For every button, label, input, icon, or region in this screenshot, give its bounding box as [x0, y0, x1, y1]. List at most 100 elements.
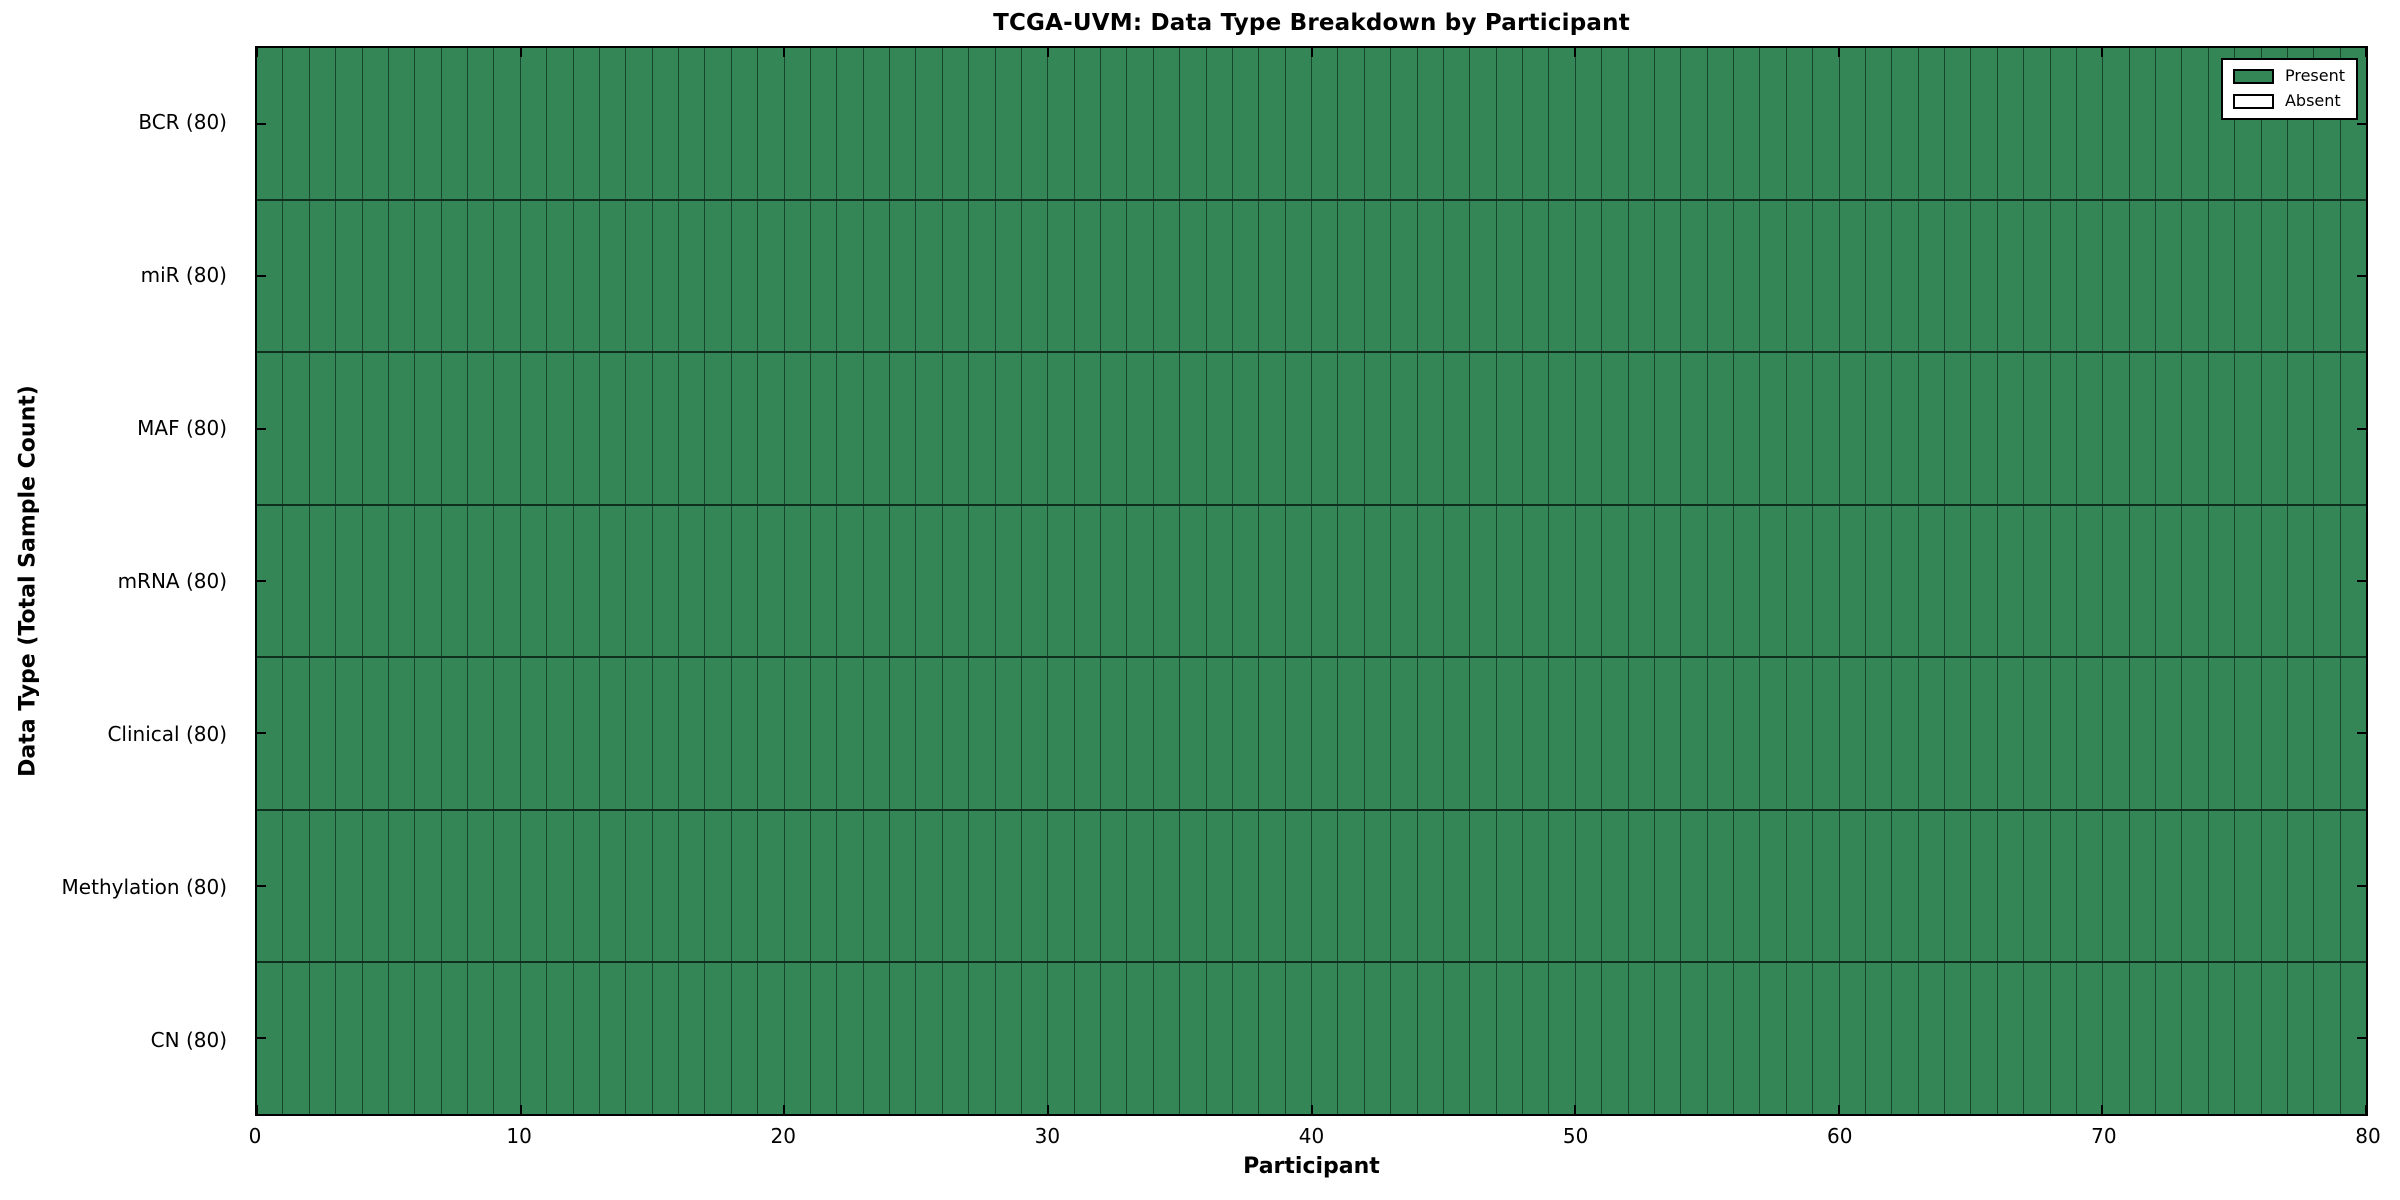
heatmap-cell-present	[1523, 658, 1550, 809]
heatmap-cell-present	[890, 963, 917, 1115]
x-axis-label: Participant	[1243, 1154, 1380, 1179]
heatmap-cell-present	[336, 963, 363, 1115]
heatmap-cell-present	[1153, 505, 1181, 657]
heatmap-cell-present	[1654, 48, 1682, 199]
heatmap-cell-present	[388, 963, 416, 1115]
heatmap-cell-present	[1048, 505, 1075, 657]
heatmap-cell-present	[1364, 963, 1392, 1115]
heatmap-cell-present	[1496, 353, 1523, 504]
heatmap-cell-present	[758, 658, 785, 809]
heatmap-cell-present	[1180, 658, 1207, 809]
heatmap-cell-present	[626, 810, 653, 962]
heatmap-cell-present	[1074, 963, 1101, 1115]
heatmap-cell-present	[1945, 505, 1972, 657]
legend-label-present: Present	[2284, 66, 2345, 85]
heatmap-cell-present	[2076, 963, 2104, 1115]
heatmap-cell-present	[626, 48, 653, 199]
heatmap-cell-present	[415, 505, 442, 657]
heatmap-cell-present	[1523, 48, 1550, 199]
heatmap-cell-present	[1971, 48, 1998, 199]
heatmap-cell-present	[1971, 658, 1998, 809]
heatmap-cell-present	[1496, 963, 1523, 1115]
heatmap-cell-present	[1391, 963, 1418, 1115]
heatmap-cell-present	[1523, 505, 1550, 657]
heatmap-cell-present	[599, 658, 627, 809]
heatmap-cell-present	[336, 810, 363, 962]
heatmap-cell-present	[1259, 353, 1286, 504]
heatmap-cell-present	[837, 505, 864, 657]
heatmap-cell-present	[890, 200, 917, 352]
y-tick-slot: mRNA (80)	[0, 505, 241, 658]
x-axis-tick-mark	[1837, 1105, 1840, 1114]
heatmap-cell-present	[2261, 810, 2288, 962]
heatmap-row	[257, 48, 2366, 201]
heatmap-cell-present	[1443, 48, 1471, 199]
heatmap-cell-present	[1232, 505, 1260, 657]
heatmap-cell-present	[2287, 810, 2315, 962]
heatmap-cell-present	[1417, 353, 1444, 504]
heatmap-cell-present	[2050, 353, 2077, 504]
heatmap-cell-present	[468, 658, 495, 809]
x-axis-tick-mark	[1574, 48, 1577, 57]
heatmap-cell-present	[1549, 353, 1576, 504]
heatmap-cell-present	[2235, 658, 2262, 809]
heatmap-grid	[257, 48, 2366, 1115]
heatmap-cell-present	[2182, 48, 2209, 199]
legend-entry-absent: Absent	[2232, 93, 2345, 109]
heatmap-cell-present	[1839, 353, 1866, 504]
heatmap-cell-present	[2314, 810, 2341, 962]
heatmap-cell-present	[679, 48, 706, 199]
heatmap-cell-present	[1786, 200, 1814, 352]
heatmap-cell-present	[1575, 200, 1603, 352]
heatmap-cell-present	[2208, 353, 2236, 504]
heatmap-cell-present	[1892, 658, 1919, 809]
heatmap-cell-present	[679, 810, 706, 962]
y-axis-tick-mark	[257, 123, 266, 126]
heatmap-cell-present	[1206, 200, 1233, 352]
heatmap-cell-present	[1101, 353, 1128, 504]
heatmap-cell-present	[758, 505, 785, 657]
heatmap-cell-present	[573, 505, 600, 657]
heatmap-cell-present	[2129, 810, 2156, 962]
heatmap-cell-present	[1285, 48, 1312, 199]
heatmap-cell-present	[547, 200, 574, 352]
heatmap-cell-present	[2235, 505, 2262, 657]
heatmap-cell-present	[1180, 963, 1207, 1115]
x-tick-label: 80	[2355, 1124, 2381, 1148]
heatmap-cell-present	[2261, 658, 2288, 809]
heatmap-cell-present	[520, 505, 548, 657]
heatmap-cell-present	[1417, 810, 1444, 962]
legend-swatch-present-icon	[2232, 68, 2274, 84]
heatmap-cell-present	[916, 505, 943, 657]
heatmap-cell-present	[1021, 963, 1049, 1115]
heatmap-cell-present	[1654, 810, 1682, 962]
heatmap-cell-present	[2261, 963, 2288, 1115]
heatmap-cell-present	[1021, 48, 1049, 199]
heatmap-cell-present	[1048, 48, 1075, 199]
heatmap-cell-present	[916, 48, 943, 199]
heatmap-cell-present	[415, 810, 442, 962]
heatmap-cell-present	[1180, 200, 1207, 352]
heatmap-cell-present	[1391, 658, 1418, 809]
heatmap-cell-present	[388, 200, 416, 352]
heatmap-cell-present	[758, 963, 785, 1115]
heatmap-cell-present	[309, 505, 337, 657]
heatmap-cell-present	[1734, 48, 1761, 199]
heatmap-cell-present	[916, 200, 943, 352]
heatmap-cell-present	[494, 200, 521, 352]
heatmap-cell-present	[1734, 810, 1761, 962]
heatmap-cell-present	[1259, 48, 1286, 199]
x-axis-tick-mark	[1046, 48, 1049, 57]
heatmap-cell-present	[1496, 810, 1523, 962]
heatmap-cell-present	[1734, 200, 1761, 352]
heatmap-cell-present	[1839, 658, 1866, 809]
heatmap-cell-present	[705, 658, 732, 809]
heatmap-cell-present	[1417, 200, 1444, 352]
heatmap-cell-present	[1470, 810, 1497, 962]
heatmap-cell-present	[573, 658, 600, 809]
heatmap-cell-present	[1575, 810, 1603, 962]
heatmap-cell-present	[283, 48, 310, 199]
heatmap-cell-present	[468, 353, 495, 504]
heatmap-cell-present	[995, 200, 1022, 352]
heatmap-cell-present	[916, 810, 943, 962]
